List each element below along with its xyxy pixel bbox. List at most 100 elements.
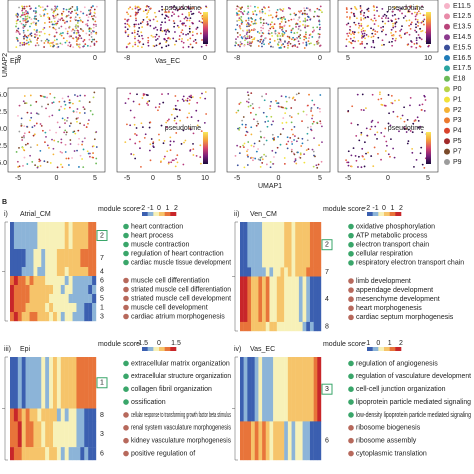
umap-point bbox=[255, 150, 258, 153]
x-tick-label: -8 bbox=[234, 55, 240, 62]
umap-point bbox=[66, 20, 68, 23]
heatmap-cell bbox=[56, 276, 62, 286]
umap-point bbox=[383, 104, 386, 107]
umap-point bbox=[39, 6, 42, 9]
heatmap-cell bbox=[45, 303, 50, 313]
heatmap-cell bbox=[298, 357, 303, 422]
umap-point bbox=[316, 166, 319, 169]
umap-point bbox=[77, 31, 80, 34]
umap-point bbox=[27, 20, 29, 23]
umap-point bbox=[283, 25, 286, 27]
umap-point bbox=[19, 42, 22, 44]
heatmap-cell bbox=[33, 249, 38, 268]
umap-point bbox=[387, 122, 390, 125]
umap-point bbox=[38, 158, 41, 161]
colorbar-title: module score bbox=[98, 341, 140, 348]
umap-point bbox=[290, 140, 293, 143]
heatmap-cell bbox=[284, 321, 289, 332]
heatmap-cell bbox=[10, 267, 15, 277]
umap-point bbox=[126, 23, 129, 26]
umap-point bbox=[23, 25, 26, 28]
term-bullet bbox=[348, 450, 354, 457]
umap-point bbox=[66, 15, 68, 17]
umap-point bbox=[237, 10, 240, 13]
umap-point bbox=[311, 148, 314, 151]
umap-point bbox=[200, 130, 203, 133]
umap-point bbox=[88, 30, 91, 33]
umap-point bbox=[251, 103, 254, 105]
umap-point bbox=[134, 11, 137, 14]
umap-point bbox=[61, 166, 64, 169]
umap-point bbox=[275, 15, 278, 18]
umap-point bbox=[349, 25, 352, 28]
umap-point bbox=[236, 36, 239, 38]
umap-point bbox=[249, 104, 252, 107]
umap-point bbox=[44, 39, 47, 42]
umap-point bbox=[349, 37, 352, 40]
umap-point bbox=[362, 155, 364, 158]
umap-point bbox=[406, 118, 409, 121]
heatmap-cell bbox=[53, 408, 58, 422]
umap-point bbox=[164, 17, 166, 20]
umap-point bbox=[196, 26, 199, 29]
heatmap-cell bbox=[309, 267, 314, 277]
umap-point bbox=[204, 97, 207, 100]
umap-point bbox=[35, 122, 38, 125]
umap-point bbox=[17, 14, 20, 16]
umap-point bbox=[240, 10, 242, 13]
umap-point bbox=[146, 20, 149, 23]
scale-swatch bbox=[395, 347, 402, 351]
umap-point bbox=[246, 25, 248, 28]
heatmap-cell bbox=[265, 321, 270, 332]
umap-point bbox=[36, 166, 39, 169]
heatmap-cell bbox=[25, 276, 30, 286]
heatmap-cell bbox=[49, 421, 54, 448]
heatmap-cell bbox=[247, 321, 252, 332]
umap-point bbox=[50, 8, 53, 11]
umap-point bbox=[22, 23, 25, 26]
umap-point bbox=[140, 34, 143, 37]
scale-label: 0 bbox=[382, 205, 386, 212]
umap-point bbox=[240, 42, 243, 45]
umap-point bbox=[308, 9, 311, 12]
umap-point bbox=[129, 138, 131, 141]
umap-point bbox=[350, 7, 353, 10]
umap-point bbox=[43, 22, 46, 24]
umap-point bbox=[69, 44, 72, 46]
umap-point bbox=[296, 46, 299, 49]
cluster-number: 1 bbox=[100, 380, 104, 387]
umap-point bbox=[249, 111, 252, 114]
umap-point bbox=[82, 12, 85, 15]
umap-point bbox=[87, 152, 90, 155]
umap-point bbox=[38, 31, 41, 33]
umap-point bbox=[405, 19, 408, 22]
umap-point bbox=[43, 46, 45, 48]
umap-point bbox=[73, 150, 76, 152]
umap-point bbox=[304, 20, 307, 23]
heatmap-cell bbox=[251, 276, 255, 323]
umap-point bbox=[244, 134, 247, 137]
heatmap-cell bbox=[60, 285, 65, 295]
heatmap-cell bbox=[88, 303, 93, 313]
umap-point bbox=[87, 122, 89, 125]
legend-swatch bbox=[444, 148, 450, 155]
scale-label: 0 bbox=[157, 205, 161, 212]
scale-label: -2 bbox=[139, 205, 145, 212]
umap-point bbox=[82, 45, 85, 48]
term-bullet bbox=[123, 412, 129, 418]
umap-point bbox=[356, 123, 359, 126]
umap-point bbox=[76, 120, 78, 123]
heatmap-cell bbox=[25, 285, 30, 295]
umap-point bbox=[385, 14, 388, 17]
umap-point bbox=[137, 45, 139, 48]
umap-point bbox=[46, 38, 48, 41]
umap-point bbox=[265, 163, 268, 166]
umap-point bbox=[259, 166, 262, 168]
umap-point bbox=[376, 137, 378, 140]
umap-point bbox=[127, 7, 130, 10]
umap-point bbox=[58, 109, 61, 112]
scale-swatch bbox=[159, 212, 165, 216]
heatmap-cell bbox=[21, 312, 26, 322]
umap-point bbox=[283, 32, 286, 34]
umap-point bbox=[165, 126, 168, 129]
